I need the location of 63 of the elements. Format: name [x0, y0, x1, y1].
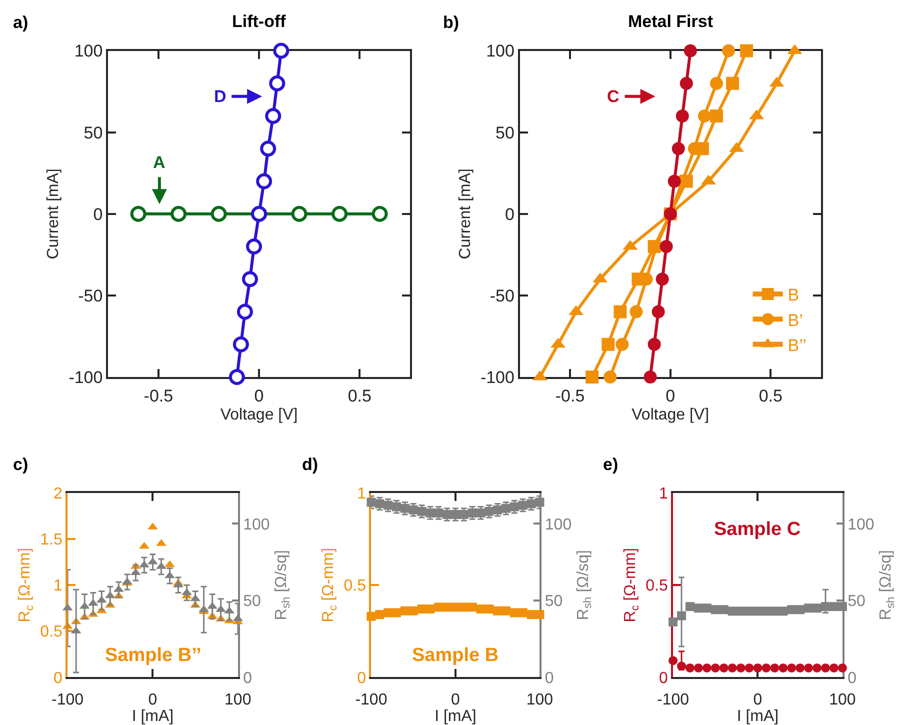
y-tick-label: -100 — [480, 368, 514, 387]
legend-label: B’ — [788, 310, 803, 330]
y2-tick-label: 0 — [848, 670, 857, 687]
y-tick-label: 50 — [496, 123, 514, 142]
x-tick-label: 0 — [753, 691, 762, 708]
text: c) — [13, 455, 28, 474]
y-axis-title: Current [mA] — [456, 168, 474, 260]
x-tick-label: 100 — [224, 691, 252, 708]
y-tick-label: 0.5 — [344, 578, 366, 595]
text: a) — [13, 13, 28, 32]
y-tick-label: 1 — [658, 486, 668, 503]
x-tick-label: -0.5 — [555, 386, 585, 406]
annotation: Sample B — [412, 645, 499, 666]
y-tick-label: 0 — [505, 204, 514, 224]
y2-tick-label: 100 — [243, 516, 270, 534]
y2-tick-label: 50 — [544, 593, 563, 610]
x-tick-label: 0 — [148, 691, 158, 708]
text: d) — [302, 455, 318, 474]
text: b) — [443, 13, 460, 32]
x-axis-title: I [mA] — [132, 708, 174, 725]
x-tick-label: 100 — [829, 691, 856, 708]
x-tick-label: 0.5 — [758, 386, 782, 406]
x-axis-title: Voltage [V] — [220, 406, 298, 424]
y2-tick-label: 50 — [243, 593, 261, 610]
annotation: C — [607, 87, 620, 106]
y-tick-label: 0.5 — [40, 624, 62, 641]
legend-label: B’’ — [788, 336, 806, 355]
y-tick-label: 100 — [486, 42, 514, 61]
y2-tick-label: 100 — [848, 516, 874, 534]
x-tick-label: 0 — [254, 386, 264, 406]
y2-tick-label: 0 — [243, 670, 252, 687]
y-tick-label: 2 — [53, 486, 62, 503]
y-tick-label: -50 — [490, 286, 514, 306]
y-tick-label: 1 — [53, 578, 62, 595]
chart-title: Lift-off — [232, 12, 286, 31]
x-tick-label: 100 — [526, 691, 554, 708]
y-tick-label: 0 — [93, 204, 103, 224]
x-axis-title: Voltage [V] — [632, 406, 710, 424]
y-tick-label: 50 — [84, 123, 103, 142]
legend-label: B — [788, 286, 800, 305]
y2-tick-label: 50 — [848, 593, 866, 610]
annotation: A — [153, 153, 166, 172]
y-tick-label: 100 — [74, 42, 103, 61]
y-tick-label: 0.5 — [646, 578, 668, 595]
y2-tick-label: 100 — [544, 516, 572, 534]
y-tick-label: -50 — [78, 286, 103, 306]
annotation: Sample B’’ — [105, 645, 202, 666]
annotation: D — [214, 87, 226, 106]
y-tick-label: 0 — [658, 670, 668, 687]
y-tick-label: 1 — [357, 486, 366, 503]
y-tick-label: -100 — [68, 368, 103, 387]
y-tick-label: 0 — [357, 670, 366, 687]
text: e) — [603, 455, 618, 474]
y-axis-title: Current [mA] — [45, 168, 62, 260]
y-tick-label: 0 — [53, 670, 62, 687]
x-axis-title: I [mA] — [434, 708, 476, 725]
x-axis-title: I [mA] — [736, 708, 779, 725]
y-tick-label: 1.5 — [40, 532, 62, 549]
annotation: Sample C — [714, 519, 801, 540]
y2-tick-label: 0 — [544, 670, 554, 687]
x-tick-label: -0.5 — [144, 386, 174, 406]
x-tick-label: 0 — [451, 691, 460, 708]
chart-title: Metal First — [628, 12, 714, 31]
